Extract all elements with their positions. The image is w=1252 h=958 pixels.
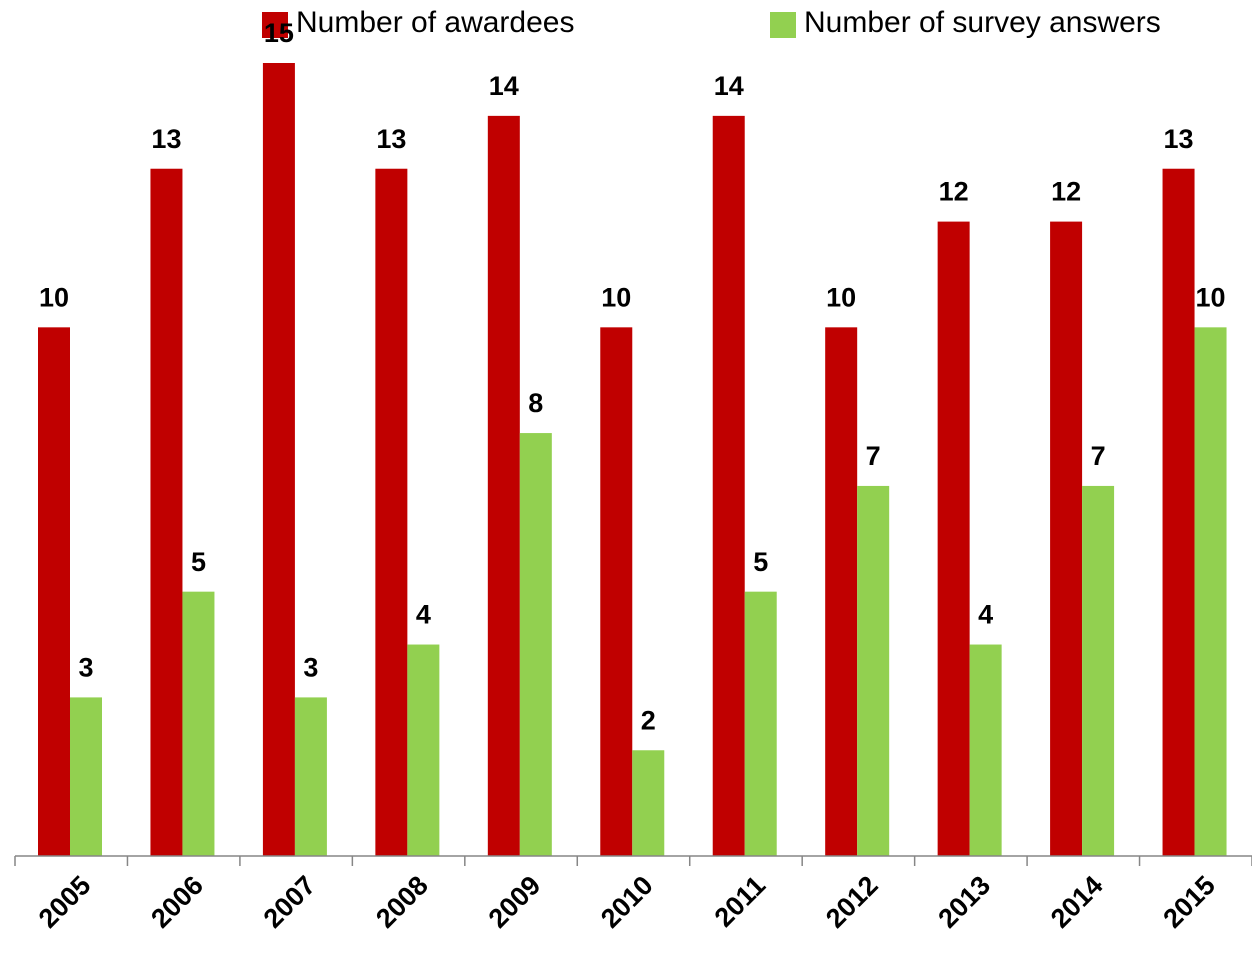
x-tick-label: 2015: [1157, 870, 1221, 934]
bar: [38, 327, 70, 856]
data-label: 7: [1091, 441, 1106, 471]
bar: [969, 644, 1002, 856]
bar: [712, 115, 745, 856]
bar: [375, 168, 408, 856]
bar: [825, 327, 858, 856]
data-label: 3: [78, 653, 93, 683]
legend-label: Number of survey answers: [804, 6, 1161, 39]
data-label: 5: [191, 547, 206, 577]
bar: [294, 697, 327, 856]
bar: [262, 63, 295, 856]
data-label: 10: [826, 282, 856, 312]
data-label: 8: [528, 388, 543, 418]
data-label: 10: [39, 282, 69, 312]
x-tick-label: 2013: [932, 870, 996, 934]
data-label: 15: [264, 18, 294, 48]
bar: [937, 221, 970, 857]
bar: [744, 591, 777, 856]
data-label: 13: [376, 124, 406, 154]
data-label: 14: [714, 71, 744, 101]
x-tick-label: 2010: [595, 870, 659, 934]
x-tick-label: 2005: [33, 870, 97, 934]
data-label: 5: [753, 547, 768, 577]
data-label: 2: [641, 705, 656, 735]
x-tick-label: 2011: [709, 870, 772, 933]
data-label: 13: [1164, 124, 1194, 154]
data-label: 7: [866, 441, 881, 471]
x-tick-label: 2007: [258, 870, 322, 934]
bar: [487, 115, 520, 856]
legend-swatch: [770, 12, 796, 38]
bar: [600, 327, 633, 856]
bar: [632, 750, 665, 856]
bar: [182, 591, 215, 856]
data-label: 4: [978, 600, 993, 630]
data-label: 10: [1196, 282, 1226, 312]
bar: [1050, 221, 1083, 857]
bar: [407, 644, 440, 856]
data-label: 10: [601, 282, 631, 312]
bar: [150, 168, 183, 856]
bar: [519, 433, 552, 856]
data-label: 12: [939, 177, 969, 207]
legend-label: Number of awardees: [296, 6, 574, 39]
bar: [1162, 168, 1195, 856]
data-label: 13: [151, 124, 181, 154]
x-tick-label: 2012: [820, 870, 884, 934]
data-label: 14: [489, 71, 519, 101]
bar: [857, 485, 890, 856]
bar: [70, 697, 102, 856]
x-tick-label: 2008: [370, 870, 434, 934]
data-label: 3: [303, 653, 318, 683]
data-label: 12: [1051, 177, 1081, 207]
legend-swatch: [262, 12, 288, 38]
data-label: 4: [416, 600, 431, 630]
x-tick-label: 2014: [1045, 870, 1109, 934]
x-tick-label: 2009: [483, 870, 547, 934]
bar: [1194, 327, 1227, 856]
bar: [1082, 485, 1115, 856]
x-tick-label: 2006: [145, 870, 209, 934]
